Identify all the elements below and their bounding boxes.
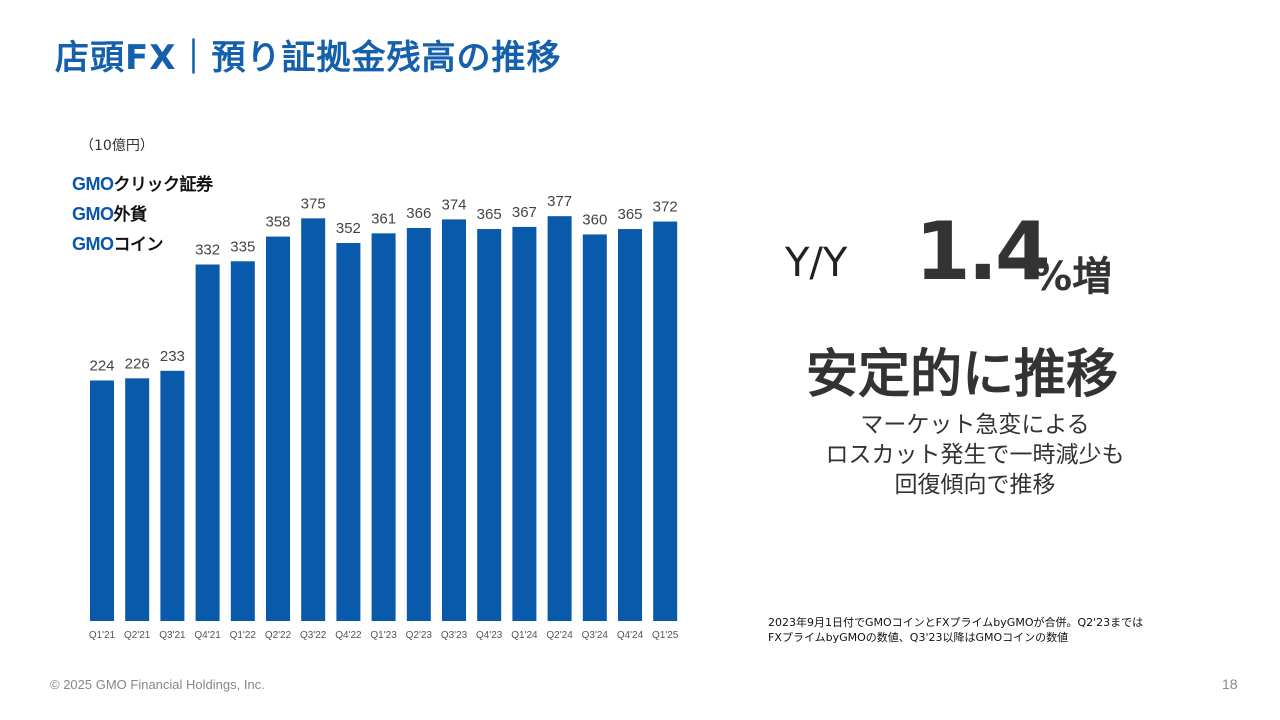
yy-value: 1.4 <box>915 205 1051 298</box>
description-line: ロスカット発生で一時減少も <box>825 442 1125 468</box>
yy-suffix: %増 <box>1032 254 1113 300</box>
bar-Q2'24 <box>547 216 572 621</box>
bar-Q4'21 <box>195 264 220 621</box>
tick-label-Q2'22: Q2'22 <box>265 630 292 641</box>
data-label-Q1'21: 224 <box>89 357 114 374</box>
logo-gmo-coin: GMOコイン <box>72 230 163 255</box>
page-title: 店頭FX｜預り証拠金残高の推移 <box>55 38 562 78</box>
data-label-Q3'24: 360 <box>582 211 607 228</box>
bar-Q1'23 <box>371 233 396 621</box>
logo-gmo-coin-suffix: コイン <box>113 235 164 255</box>
yy-label: Y/Y <box>785 240 848 286</box>
bar-Q1'22 <box>230 261 255 621</box>
tick-label-Q2'24: Q2'24 <box>546 630 573 641</box>
description: マーケット急変による ロスカット発生で一時減少も 回復傾向で推移 <box>795 410 1155 500</box>
data-label-Q4'23: 365 <box>477 206 502 223</box>
logo-gmo-click: GMOクリック証券 <box>72 170 213 195</box>
page-number: 18 <box>1222 676 1238 692</box>
data-label-Q2'21: 226 <box>125 355 150 372</box>
bar-Q2'23 <box>406 227 431 621</box>
tick-label-Q1'25: Q1'25 <box>652 630 679 641</box>
data-label-Q3'23: 374 <box>441 196 466 213</box>
data-label-Q1'23: 361 <box>371 210 396 227</box>
unit-label: （10億円） <box>80 138 154 154</box>
bar-Q4'23 <box>477 229 502 622</box>
bar-Q2'22 <box>266 236 290 622</box>
tick-label-Q1'23: Q1'23 <box>370 630 397 641</box>
bar-Q4'22 <box>336 243 361 621</box>
logo-gmo-gaika: GMO外貨 <box>72 200 147 225</box>
logo-gmo-gaika-suffix: 外貨 <box>113 205 148 225</box>
tick-label-Q4'23: Q4'23 <box>476 630 503 641</box>
data-label-Q3'22: 375 <box>301 195 326 212</box>
headline: 安定的に推移 <box>806 345 1119 405</box>
tick-label-Q1'22: Q1'22 <box>230 630 257 641</box>
bar-Q4'24 <box>618 229 642 622</box>
copyright: © 2025 GMO Financial Holdings, Inc. <box>50 677 265 692</box>
data-label-Q2'23: 366 <box>406 205 431 222</box>
bar-Q1'24 <box>512 226 537 621</box>
tick-label-Q1'24: Q1'24 <box>511 630 538 641</box>
footnote-line: 2023年9月1日付でGMOコインとFXプライムbyGMOが合併。Q2'23まで… <box>768 616 1144 629</box>
tick-label-Q4'22: Q4'22 <box>335 630 362 641</box>
logo-gmo-gaika-prefix: GMO <box>72 204 114 224</box>
data-label-Q4'21: 332 <box>195 241 220 258</box>
bar-Q2'21 <box>125 378 150 621</box>
tick-label-Q2'21: Q2'21 <box>124 630 151 641</box>
data-label-Q4'24: 365 <box>617 206 642 223</box>
footnote-line: FXプライムbyGMOの数値、Q3'23以降はGMOコインの数値 <box>768 631 1069 644</box>
data-label-Q1'24: 367 <box>512 204 537 221</box>
data-label-Q4'22: 352 <box>336 220 361 237</box>
data-label-Q2'24: 377 <box>547 193 572 210</box>
tick-label-Q4'24: Q4'24 <box>617 630 644 641</box>
description-line: マーケット急変による <box>860 412 1090 438</box>
data-label-Q1'25: 372 <box>653 199 678 216</box>
tick-label-Q2'23: Q2'23 <box>406 630 433 641</box>
logo-gmo-click-prefix: GMO <box>72 174 114 194</box>
bar-Q3'21 <box>160 370 185 621</box>
tick-label-Q3'24: Q3'24 <box>582 630 609 641</box>
data-label-Q1'22: 335 <box>230 238 255 255</box>
tick-label-Q3'22: Q3'22 <box>300 630 327 641</box>
tick-label-Q1'21: Q1'21 <box>89 630 116 641</box>
bar-Q1'21 <box>90 380 114 621</box>
description-line: 回復傾向で推移 <box>894 472 1056 498</box>
data-label-Q2'22: 358 <box>265 214 290 231</box>
bar-Q3'24 <box>582 234 607 621</box>
footnote: 2023年9月1日付でGMOコインとFXプライムbyGMOが合併。Q2'23まで… <box>768 615 1143 645</box>
logo-gmo-coin-prefix: GMO <box>72 234 114 254</box>
bar-Q1'25 <box>653 221 678 622</box>
tick-label-Q4'21: Q4'21 <box>194 630 221 641</box>
data-label-Q3'21: 233 <box>160 348 185 365</box>
tick-label-Q3'21: Q3'21 <box>159 630 186 641</box>
bar-Q3'22 <box>301 218 326 622</box>
bar-Q3'23 <box>442 219 466 621</box>
logo-gmo-click-suffix: クリック証券 <box>113 175 214 195</box>
tick-label-Q3'23: Q3'23 <box>441 630 468 641</box>
